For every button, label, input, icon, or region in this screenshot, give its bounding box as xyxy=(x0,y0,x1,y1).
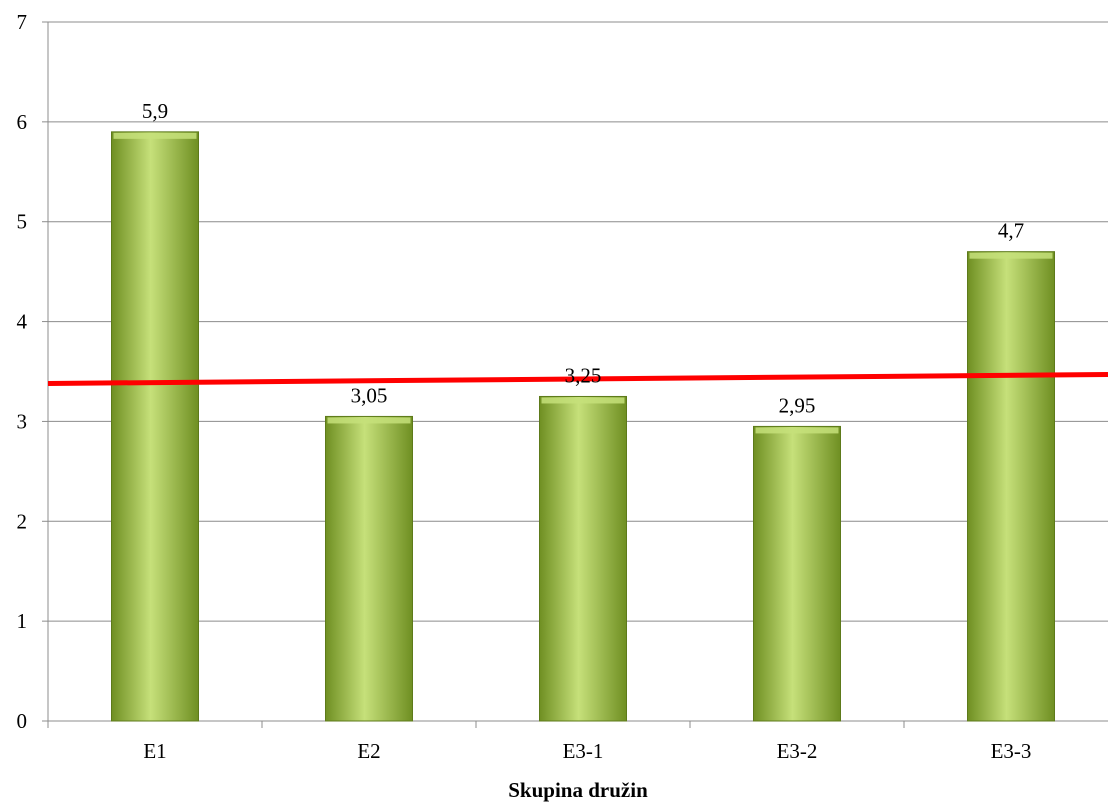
x-tick-label: E3-3 xyxy=(991,739,1032,763)
x-tick-label: E2 xyxy=(357,739,380,763)
x-tick-label: E3-2 xyxy=(777,739,818,763)
bar xyxy=(325,415,413,722)
bar xyxy=(539,395,627,722)
y-tick-label: 5 xyxy=(17,210,28,234)
x-tick-label: E3-1 xyxy=(563,739,604,763)
bar-top-highlight xyxy=(755,427,839,434)
data-label: 3,25 xyxy=(565,363,602,387)
y-tick-label: 3 xyxy=(17,409,28,433)
bar xyxy=(111,131,199,722)
x-tick-label: E1 xyxy=(143,739,166,763)
y-tick-label: 0 xyxy=(17,709,28,733)
y-tick-label: 1 xyxy=(17,609,28,633)
data-label: 4,7 xyxy=(998,219,1024,243)
trendline xyxy=(47,371,1108,386)
labels: 0 1 2 3 4 5 6 7 5,9 E1 3,05 E2 3,25 E3-1 2,95 E3-2 4,7 E3… xyxy=(17,10,1032,763)
x-axis-title: Skupina družin xyxy=(508,778,648,802)
y-tick-label: 4 xyxy=(17,310,28,334)
data-label: 5,9 xyxy=(142,99,168,123)
data-label: 3,05 xyxy=(351,383,388,407)
bar-top-highlight xyxy=(113,132,197,139)
trendline-layer xyxy=(47,371,1108,386)
bar-top-highlight xyxy=(541,397,625,404)
bar xyxy=(753,425,841,722)
y-tick-label: 2 xyxy=(17,509,28,533)
data-label: 2,95 xyxy=(779,393,816,417)
bars xyxy=(111,131,1055,722)
bar-top-highlight xyxy=(327,417,411,424)
bar xyxy=(967,251,1055,722)
y-tick-label: 7 xyxy=(17,10,28,34)
y-tick-label: 6 xyxy=(17,110,28,134)
bar-top-highlight xyxy=(969,252,1053,259)
